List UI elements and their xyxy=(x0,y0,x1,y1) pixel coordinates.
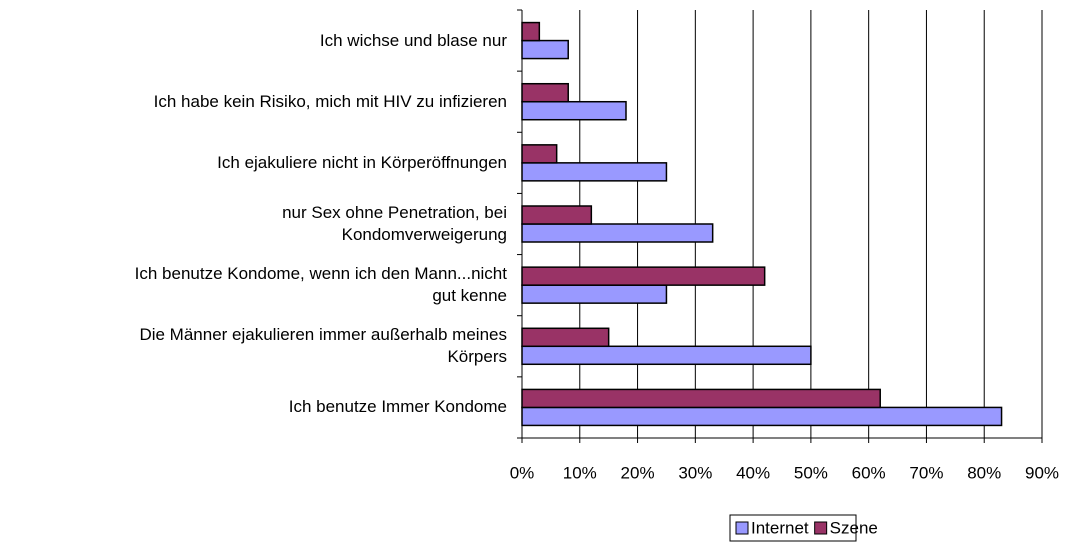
x-tick-label: 70% xyxy=(909,463,943,482)
bar xyxy=(521,406,1003,427)
y-tick-label: Ich benutze Immer Kondome xyxy=(288,397,507,417)
x-tick-label: 0% xyxy=(510,463,535,482)
x-tick-label: 60% xyxy=(852,463,886,482)
legend-label: Internet xyxy=(751,518,809,537)
bar xyxy=(521,100,627,121)
bar xyxy=(521,223,714,243)
legend-label: Szene xyxy=(830,518,878,537)
legend-box xyxy=(729,514,857,542)
bar xyxy=(521,162,668,182)
y-tick-label: Ich wichse und blase nur xyxy=(319,30,507,50)
x-tick-label: 50% xyxy=(794,463,828,482)
bar xyxy=(521,82,569,103)
bar xyxy=(521,327,610,348)
x-tick-label: 90% xyxy=(1025,463,1059,482)
x-tick-label: 30% xyxy=(678,463,712,482)
bar xyxy=(521,284,668,304)
bar xyxy=(521,144,558,164)
legend-swatch xyxy=(814,521,828,535)
bar xyxy=(521,39,569,60)
x-tick-label: 20% xyxy=(621,463,655,482)
bar xyxy=(521,266,766,286)
bar xyxy=(521,205,593,225)
y-tick-label: Ich ejakuliere nicht in Körperöffnungen xyxy=(217,152,507,172)
y-tick-label: nur Sex ohne Penetration, bei Kondomverw… xyxy=(282,203,507,244)
legend-swatch xyxy=(735,521,749,535)
x-tick-label: 80% xyxy=(967,463,1001,482)
y-tick-label: Ich benutze Kondome, wenn ich den Mann..… xyxy=(134,264,507,306)
y-tick-label: Die Männer ejakulieren immer außerhalb m… xyxy=(139,325,507,367)
bar xyxy=(521,21,541,42)
bar xyxy=(521,345,812,366)
bar xyxy=(521,388,881,409)
x-tick-label: 40% xyxy=(736,463,770,482)
y-tick-label: Ich habe kein Risiko, mich mit HIV zu in… xyxy=(153,91,507,111)
x-tick-label: 10% xyxy=(563,463,597,482)
